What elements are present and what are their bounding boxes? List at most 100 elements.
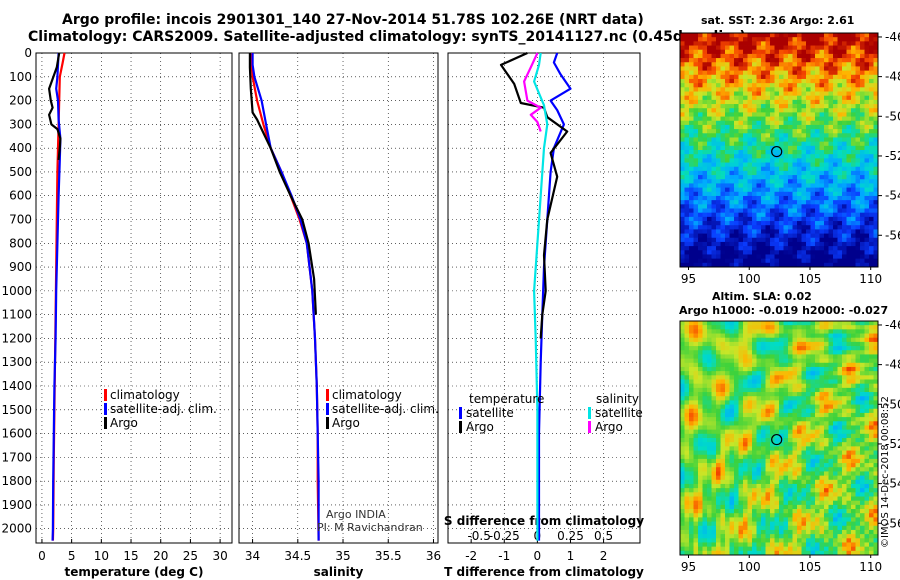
map-cell xyxy=(833,254,838,260)
map-cell xyxy=(819,392,825,397)
map-cell xyxy=(792,133,798,138)
map-cell xyxy=(833,246,838,251)
legend-label: Argo xyxy=(110,416,138,430)
map-cell xyxy=(743,99,748,105)
map-cell xyxy=(729,521,735,527)
map-ytick-label: -48 xyxy=(885,70,900,84)
map-cell xyxy=(801,221,807,226)
map-cell xyxy=(842,175,847,180)
map-cell xyxy=(734,187,739,193)
map-cell xyxy=(689,358,694,364)
map-cell xyxy=(792,387,798,393)
map-cell xyxy=(801,509,807,514)
map-cell xyxy=(684,517,690,522)
map-cell xyxy=(846,387,852,393)
map-cell xyxy=(756,74,762,80)
map-cell xyxy=(743,400,748,405)
map-cell xyxy=(774,78,780,84)
map-cell xyxy=(837,216,843,222)
map-cell xyxy=(851,183,856,189)
map-cell xyxy=(864,383,870,389)
map-cell xyxy=(680,200,685,205)
map-cell xyxy=(693,379,699,385)
map-cell xyxy=(680,371,685,376)
map-cell xyxy=(788,78,793,84)
map-cell xyxy=(743,387,748,393)
map-cell xyxy=(837,37,843,42)
map-cell xyxy=(855,438,861,443)
map-cell xyxy=(765,362,771,368)
map-cell xyxy=(770,366,775,372)
map-cell xyxy=(828,254,834,260)
map-cell xyxy=(810,87,816,92)
map-cell xyxy=(819,49,825,55)
map-cell xyxy=(716,442,721,447)
map-cell xyxy=(765,375,771,380)
map-cell xyxy=(738,392,744,397)
map-cell xyxy=(864,408,870,414)
map-cell xyxy=(720,70,726,76)
map-cell xyxy=(761,254,766,260)
map-cell xyxy=(711,463,717,468)
map-cell xyxy=(707,354,712,360)
map-cell xyxy=(761,216,766,222)
map-cell xyxy=(869,500,874,506)
map-cell xyxy=(869,208,874,214)
map-cell xyxy=(707,191,712,197)
map-cell xyxy=(855,354,861,360)
map-cell xyxy=(756,237,762,243)
map-cell xyxy=(770,175,775,180)
map-cell xyxy=(720,433,726,439)
map-cell xyxy=(716,479,721,485)
map-cell xyxy=(864,246,870,251)
map-cell xyxy=(716,408,721,414)
map-cell xyxy=(806,396,811,401)
map-cell xyxy=(729,471,735,477)
map-cell xyxy=(869,145,874,151)
map-cell xyxy=(761,354,766,360)
map-cell xyxy=(770,200,775,205)
map-cell xyxy=(810,412,816,418)
map-cell xyxy=(765,458,771,464)
map-cell xyxy=(860,83,865,88)
map-cell xyxy=(846,141,852,147)
map-cell xyxy=(734,53,739,59)
map-cell xyxy=(756,396,762,401)
map-cell xyxy=(851,70,856,76)
map-cell xyxy=(860,362,865,368)
map-cell xyxy=(815,346,820,351)
map-cell xyxy=(747,58,753,63)
map-cell xyxy=(792,45,798,51)
map-cell xyxy=(693,246,699,251)
map-cell xyxy=(788,387,793,393)
map-cell xyxy=(828,154,834,159)
map-cell xyxy=(738,158,744,163)
map-cell xyxy=(801,412,807,418)
map-cell xyxy=(765,417,771,422)
map-cell xyxy=(756,200,762,205)
map-cell xyxy=(833,479,838,485)
map-cell xyxy=(788,429,793,435)
map-cell xyxy=(729,175,735,180)
map-cell xyxy=(788,104,793,109)
map-cell xyxy=(693,83,699,88)
map-cell xyxy=(747,216,753,222)
map-cell xyxy=(716,421,721,426)
map-cell xyxy=(846,500,852,506)
map-cell xyxy=(806,33,811,38)
map-cell xyxy=(698,112,703,117)
map-cell xyxy=(684,346,690,351)
map-cell xyxy=(734,120,739,126)
map-cell xyxy=(837,237,843,243)
map-cell xyxy=(689,66,694,72)
map-cell xyxy=(765,454,771,460)
map-cell xyxy=(693,538,699,543)
map-cell xyxy=(792,175,798,180)
map-cell xyxy=(734,488,739,493)
map-cell xyxy=(873,408,879,414)
map-cell xyxy=(828,237,834,243)
map-cell xyxy=(869,204,874,209)
map-cell xyxy=(783,358,789,364)
map-cell xyxy=(851,446,856,451)
map-cell xyxy=(684,496,690,502)
